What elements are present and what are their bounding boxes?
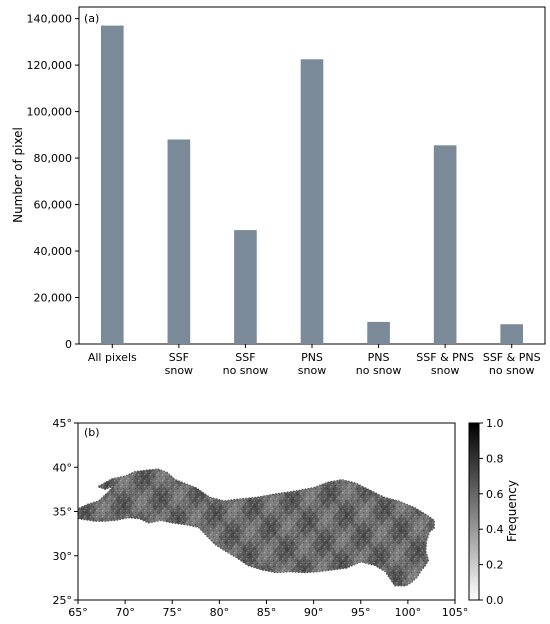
map-y-tick-label: 25° — [53, 594, 73, 607]
bar — [167, 139, 191, 344]
bar-x-tick-label: PNS no snow — [356, 351, 402, 377]
map-y-tick-label: 35° — [53, 506, 73, 519]
bar-x-tick-label: All pixels — [88, 351, 137, 364]
map-x-tick-label: 70° — [115, 606, 135, 619]
bar — [100, 25, 124, 344]
bar-x-tick-label: SSF snow — [165, 351, 193, 377]
bar — [234, 230, 257, 344]
map-region — [78, 468, 435, 587]
bar — [500, 324, 524, 344]
map-x-tick-label: 90° — [304, 606, 324, 619]
bar-panel-label: (a) — [84, 12, 99, 25]
map-x-tick-label: 65° — [68, 606, 88, 619]
colorbar-tick-label: 0.2 — [486, 559, 504, 572]
map-x-tick-label: 75° — [163, 606, 183, 619]
bar-y-tick-label: 40,000 — [34, 245, 73, 258]
map-panel: (b) 65° 70° 75° 80° 85° 90° 95° 100° 105° 25° 30°… — [53, 417, 520, 619]
bar-y-axis-label: Number of pixel — [11, 127, 25, 223]
bar-x-tick-label: SSF & PNS snow — [416, 351, 474, 377]
map-y-tick-label: 30° — [53, 550, 73, 563]
bar-x-tick-label: SSF & PNS no snow — [483, 351, 541, 377]
colorbar-tick-label: 0.4 — [486, 523, 504, 536]
bar-y-tick-label: 140,000 — [27, 13, 73, 26]
colorbar-tick-label: 0.8 — [486, 452, 504, 465]
frequency-region-texture — [78, 469, 435, 586]
map-y-tick-label: 40° — [53, 461, 73, 474]
bar — [433, 145, 457, 344]
bar-x-tick-label: SSF no snow — [223, 351, 269, 377]
map-x-ticks: 65° 70° 75° 80° 85° 90° 95° 100° 105° — [68, 600, 468, 619]
map-x-tick-label: 80° — [210, 606, 230, 619]
colorbar-tick-label: 0.6 — [486, 488, 504, 501]
bar-series — [100, 25, 524, 345]
colorbar-gradient — [468, 422, 480, 601]
map-y-ticks: 25° 30° 35° 40° 45° — [53, 417, 78, 607]
bar — [300, 59, 324, 345]
bar-y-tick-label: 20,000 — [34, 292, 73, 305]
bar-y-tick-label: 60,000 — [34, 199, 73, 212]
bar — [367, 321, 390, 344]
bar-y-tick-label: 80,000 — [34, 152, 73, 165]
colorbar: 0.0 0.2 0.4 0.6 0.8 1.0 Frequency — [468, 417, 519, 607]
bar-chart-panel: (a) Number of pixel 0 20,000 40,000 60,000 8… — [11, 6, 546, 377]
bar-y-ticks: 0 20,000 40,000 60,000 80,000 100,000 120,000 1… — [27, 13, 79, 351]
map-x-tick-label: 100° — [395, 606, 422, 619]
colorbar-tick-label: 1.0 — [486, 417, 504, 430]
bar-y-tick-label: 0 — [65, 338, 72, 351]
bar-y-tick-label: 100,000 — [27, 106, 73, 119]
colorbar-tick-label: 0.0 — [486, 594, 504, 607]
map-y-tick-label: 45° — [53, 417, 73, 430]
bar-x-ticks: All pixels SSF snow SSF no snow PNS snow PNS no … — [88, 344, 541, 377]
map-x-tick-label: 105° — [442, 606, 469, 619]
map-x-tick-label: 85° — [257, 606, 277, 619]
colorbar-label: Frequency — [505, 480, 519, 542]
colorbar-ticks: 0.0 0.2 0.4 0.6 0.8 1.0 — [479, 417, 504, 607]
map-x-tick-label: 95° — [351, 606, 371, 619]
bar-y-tick-label: 120,000 — [27, 59, 73, 72]
bar-x-tick-label: PNS snow — [298, 351, 326, 377]
map-panel-label: (b) — [84, 426, 100, 439]
